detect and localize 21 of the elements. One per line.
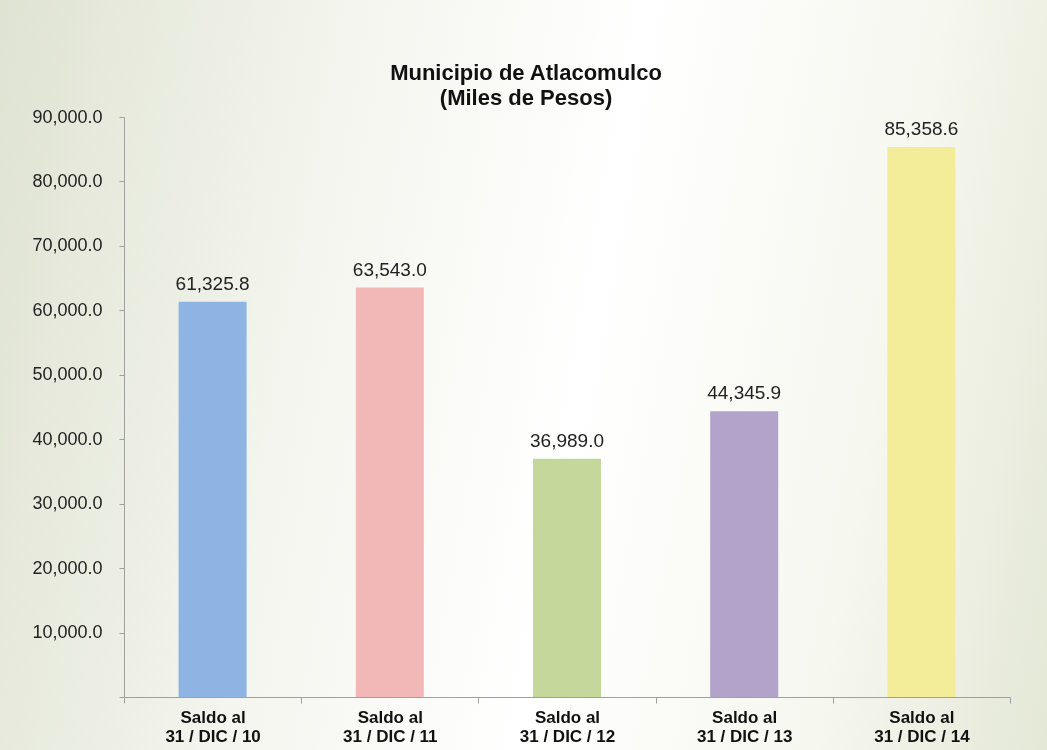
data-label: 36,989.0 (530, 429, 604, 451)
data-label: 44,345.9 (707, 382, 782, 404)
data-label: 85,358.6 (884, 117, 959, 139)
data-label: 61,325.8 (175, 272, 250, 294)
y-tick-label: 70,000.0 (32, 235, 103, 256)
chart-title: Municipio de Atlacomulco (390, 60, 662, 85)
y-tick-label: 50,000.0 (32, 364, 103, 385)
x-tick-label: Saldo al 31 / DIC / 12 (519, 707, 616, 746)
y-tick-label: 30,000.0 (32, 493, 103, 514)
y-tick-label: 60,000.0 (32, 299, 103, 320)
data-label: 63,543.0 (352, 258, 427, 280)
y-tick-label: 10,000.0 (32, 622, 103, 643)
x-tick-label: Saldo al 31 / DIC / 13 (696, 707, 793, 746)
y-tick-label: 40,000.0 (32, 428, 103, 449)
y-tick-label: 80,000.0 (32, 170, 103, 191)
x-tick-label: Saldo al 31 / DIC / 10 (165, 707, 261, 746)
chart-subtitle: (Miles de Pesos) (439, 85, 613, 110)
y-tick-label: 90,000.0 (32, 106, 103, 127)
y-tick-label: 20,000.0 (32, 557, 103, 578)
x-tick-label: Saldo al 31 / DIC / 11 (343, 707, 438, 746)
x-tick-label: Saldo al 31 / DIC / 14 (874, 707, 971, 746)
